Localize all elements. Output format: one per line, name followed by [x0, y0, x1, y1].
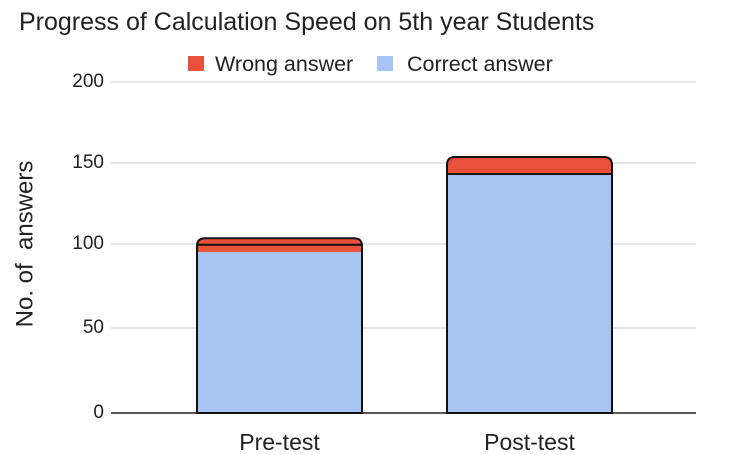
- svg-text:50: 50: [83, 317, 104, 338]
- svg-text:150: 150: [72, 152, 104, 173]
- svg-text:Post-test: Post-test: [484, 429, 575, 455]
- svg-text:200: 200: [72, 71, 104, 92]
- svg-text:100: 100: [72, 233, 104, 254]
- svg-text:0: 0: [93, 402, 104, 423]
- svg-text:Pre-test: Pre-test: [239, 429, 320, 455]
